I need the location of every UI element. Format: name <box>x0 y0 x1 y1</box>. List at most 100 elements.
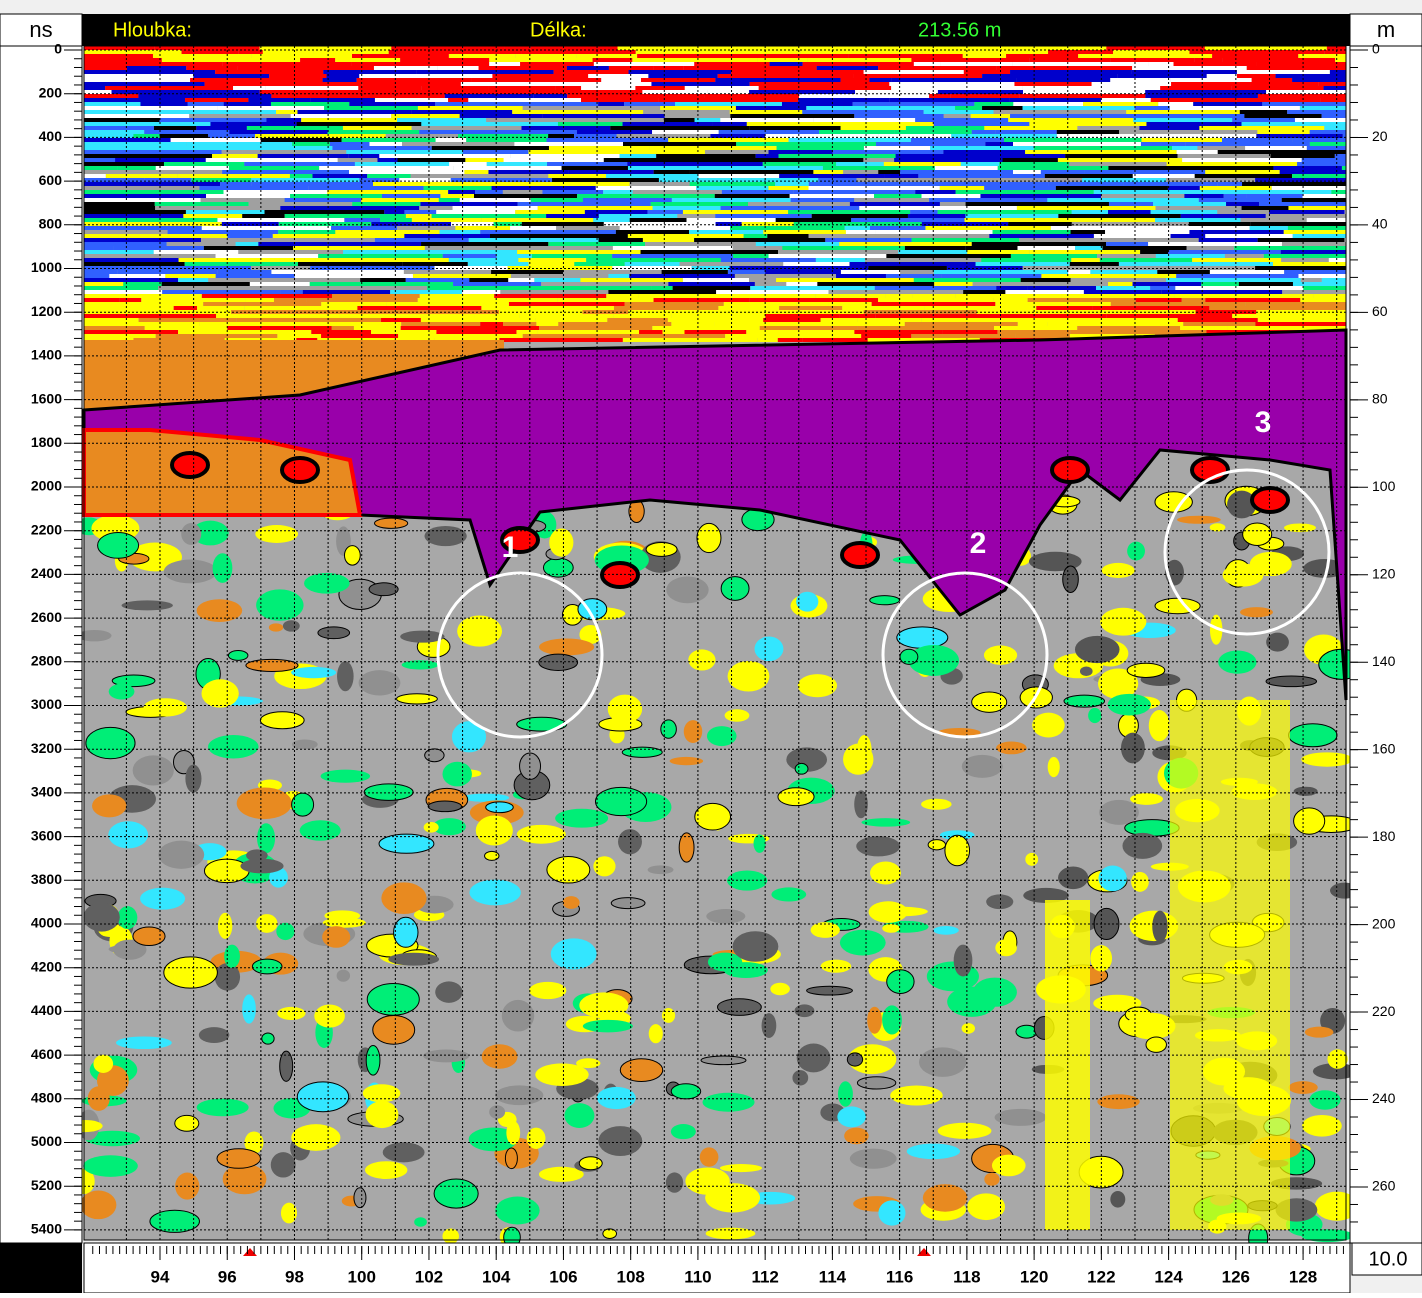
reflection-stripe <box>647 210 682 214</box>
reflection-stripe <box>120 298 141 302</box>
reflection-stripe <box>1023 86 1160 90</box>
reflection-stripe <box>821 318 858 322</box>
reflection-stripe <box>809 186 940 190</box>
tick-label: 260 <box>1372 1178 1396 1194</box>
reflection-stripe <box>313 174 368 178</box>
reflection-stripe <box>468 98 581 102</box>
right-unit: m <box>1377 17 1395 42</box>
signal-blob <box>1243 523 1272 545</box>
reflection-stripe <box>84 186 199 190</box>
reflection-stripe <box>1109 202 1153 206</box>
signal-blob <box>314 1004 345 1027</box>
reflection-stripe <box>865 258 981 262</box>
signal-blob <box>424 822 439 833</box>
tick-label: 106 <box>549 1267 577 1286</box>
reflection-stripe <box>654 66 683 70</box>
reflection-stripe <box>1194 58 1222 62</box>
tick-label: 240 <box>1372 1090 1396 1106</box>
reflection-stripe <box>377 158 397 162</box>
reflection-stripe <box>491 270 563 274</box>
reflection-stripe <box>404 270 491 274</box>
reflection-stripe <box>809 234 936 238</box>
reflection-stripe <box>1184 194 1223 198</box>
reflection-stripe <box>1133 282 1202 286</box>
tick-label: 5400 <box>31 1221 62 1237</box>
tick-label: 400 <box>39 128 63 144</box>
reflection-stripe <box>84 162 164 166</box>
reflection-stripe <box>1193 102 1262 106</box>
reflection-stripe <box>469 278 508 282</box>
reflection-stripe <box>643 110 730 114</box>
reflection-stripe <box>1071 258 1100 262</box>
reflection-stripe <box>1301 278 1322 282</box>
reflection-stripe <box>155 46 260 50</box>
reflection-stripe <box>1247 194 1303 198</box>
reflection-stripe <box>924 110 994 114</box>
reflection-stripe <box>747 122 841 126</box>
signal-blob <box>579 1157 602 1170</box>
reflection-stripe <box>401 322 480 326</box>
reflection-stripe <box>162 282 250 286</box>
reflection-stripe <box>1058 214 1180 218</box>
reflection-stripe <box>964 70 1010 74</box>
reflection-stripe <box>673 286 751 290</box>
reflection-stripe <box>817 66 878 70</box>
reflection-stripe <box>1171 234 1206 238</box>
reflection-stripe <box>1006 190 1094 194</box>
reflection-stripe <box>1195 174 1292 178</box>
reflection-stripe <box>943 150 1025 154</box>
reflection-stripe <box>1110 58 1194 62</box>
reflection-stripe <box>1013 102 1083 106</box>
signal-blob <box>954 945 973 977</box>
reflection-stripe <box>453 282 541 286</box>
reflection-stripe <box>106 174 178 178</box>
reflection-stripe <box>1094 190 1202 194</box>
reflection-stripe <box>1153 202 1226 206</box>
tick-label: 220 <box>1372 1003 1396 1019</box>
reflection-stripe <box>518 258 586 262</box>
reflection-stripe <box>889 82 1014 86</box>
reflection-stripe <box>342 138 436 142</box>
reflection-stripe <box>285 214 406 218</box>
reflection-stripe <box>84 46 155 50</box>
signal-blob <box>945 835 970 865</box>
reflection-stripe <box>210 122 296 126</box>
reflection-stripe <box>238 66 374 70</box>
reflection-stripe <box>914 62 941 66</box>
reflection-stripe <box>1274 222 1346 226</box>
reflection-stripe <box>1101 194 1184 198</box>
signal-blob <box>1149 710 1170 741</box>
tick-label: 4400 <box>31 1002 62 1018</box>
reflection-stripe <box>798 98 889 102</box>
reflection-stripe <box>628 166 739 170</box>
signal-blob <box>457 616 502 647</box>
reflection-stripe <box>1136 298 1182 302</box>
reflection-stripe <box>1297 162 1346 166</box>
reflection-stripe <box>639 294 697 298</box>
reflection-stripe <box>84 222 222 226</box>
signal-blob <box>322 926 350 948</box>
tick-label: 200 <box>39 84 63 100</box>
reflection-stripe <box>778 250 898 254</box>
reflection-stripe <box>1108 210 1151 214</box>
reflection-stripe <box>730 110 803 114</box>
reflection-stripe <box>905 246 965 250</box>
reflection-stripe <box>816 258 865 262</box>
signal-blob <box>181 523 201 545</box>
reflection-stripe <box>632 58 757 62</box>
reflection-stripe <box>84 218 217 222</box>
signal-blob <box>933 926 958 935</box>
reflection-stripe <box>346 150 462 154</box>
reflection-stripe <box>155 206 280 210</box>
reflection-stripe <box>217 106 324 110</box>
signal-blob <box>688 649 715 670</box>
reflection-stripe <box>1085 170 1206 174</box>
reflection-stripe <box>1092 306 1209 310</box>
reflection-stripe <box>593 58 633 62</box>
reflection-stripe <box>367 174 411 178</box>
reflection-stripe <box>1166 278 1301 282</box>
reflection-stripe <box>1187 246 1235 250</box>
reflection-stripe <box>290 174 313 178</box>
reflection-stripe <box>217 270 271 274</box>
tick-label: 1800 <box>31 434 62 450</box>
